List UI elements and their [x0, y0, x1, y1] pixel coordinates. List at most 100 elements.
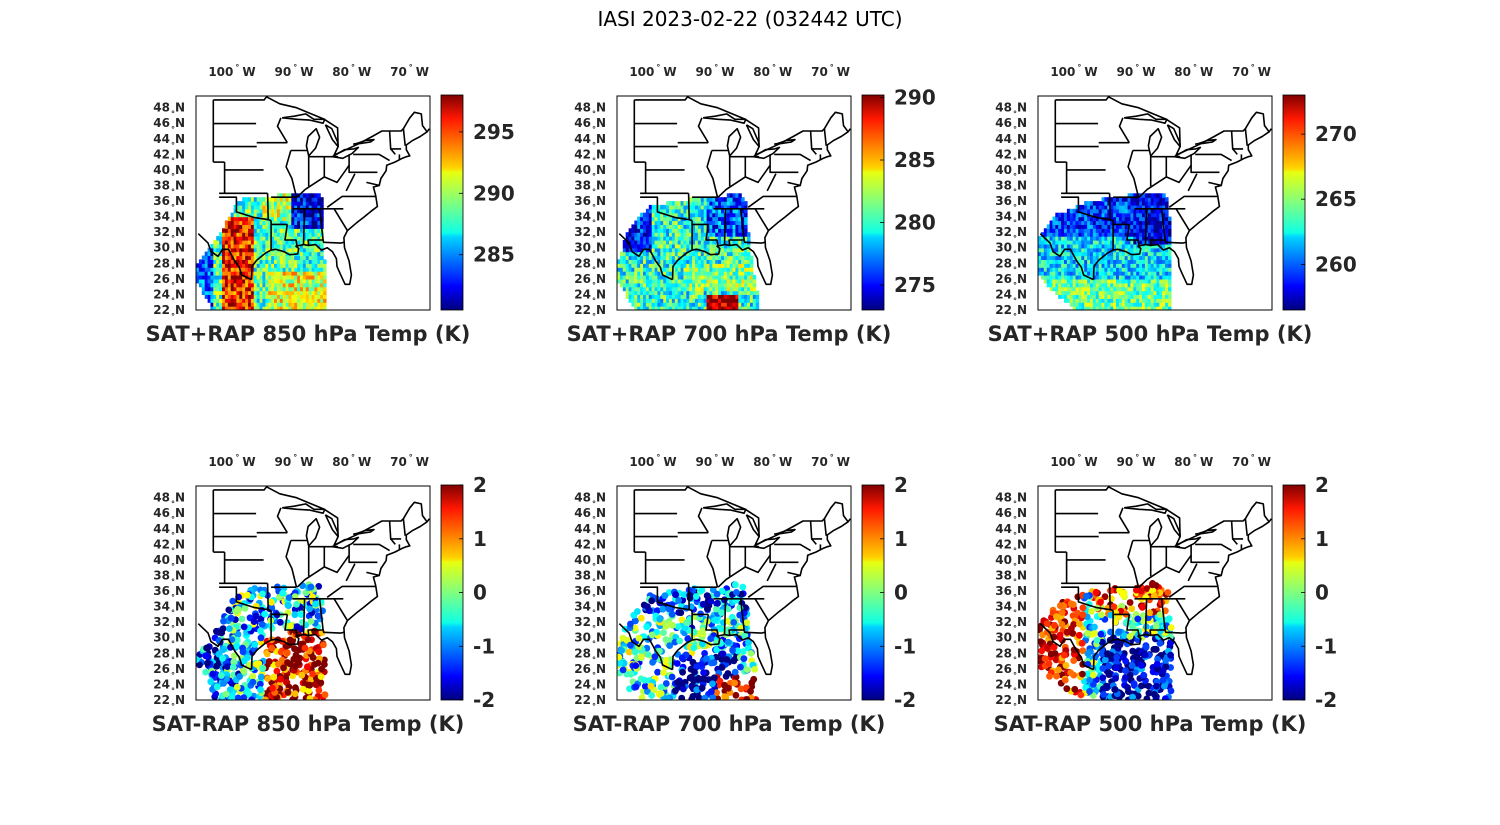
swath-cell	[305, 294, 310, 299]
swath-cell	[706, 298, 711, 303]
swath-cell	[1069, 294, 1074, 299]
swath-cell	[1092, 278, 1097, 284]
swath-cell	[274, 224, 278, 229]
swath-cell	[686, 208, 690, 214]
swath-cell	[1116, 298, 1120, 303]
swath-cell	[677, 290, 682, 295]
state-border	[1190, 154, 1220, 174]
swath-cell	[204, 263, 209, 268]
swath-cell	[317, 306, 321, 310]
swath-cell	[732, 212, 737, 218]
obs-dot	[233, 683, 241, 691]
swath-cell	[1156, 278, 1160, 284]
swath-cell	[689, 278, 693, 284]
lon-label: 90	[274, 65, 291, 79]
swath-cell	[677, 243, 682, 249]
swath-cell	[1142, 255, 1146, 260]
swath-cell	[1162, 267, 1166, 272]
swath-cell	[1133, 201, 1137, 206]
swath-cell	[300, 275, 304, 280]
swath-cell	[1133, 298, 1137, 303]
lat-label: 34	[995, 210, 1012, 224]
swath-cell	[721, 216, 725, 222]
lat-label: 48	[153, 101, 170, 115]
swath-cell	[695, 208, 699, 214]
swath-cell	[262, 275, 266, 280]
obs-dot	[304, 663, 311, 671]
swath-cell	[1136, 275, 1140, 280]
swath-cell	[274, 240, 278, 245]
swath-cell	[204, 282, 209, 288]
coastline	[671, 128, 851, 286]
swath-cell	[305, 236, 310, 241]
swath-cell	[1147, 286, 1152, 292]
swath-cell	[1104, 236, 1108, 241]
swath-cell	[683, 236, 687, 241]
colorbar	[440, 94, 464, 311]
great-lake	[1166, 124, 1181, 148]
swath-cell	[230, 259, 235, 264]
swath-cell	[1090, 232, 1094, 237]
swath-cell	[1153, 259, 1158, 264]
swath-cell	[314, 197, 318, 202]
swath-cell	[297, 259, 301, 264]
lat-degree: °	[171, 203, 175, 212]
swath-cell	[291, 232, 295, 237]
swath-cell	[663, 236, 667, 241]
swath-cell	[651, 224, 656, 229]
swath-cell	[253, 224, 258, 229]
swath-cell	[634, 263, 638, 268]
swath-cell	[1142, 197, 1146, 202]
swath-cell	[302, 259, 307, 264]
swath-cell	[1046, 236, 1051, 241]
swath-cell	[1087, 251, 1091, 257]
lat-suffix: N	[175, 615, 185, 629]
swath-cell	[1064, 263, 1068, 268]
swath-cell	[222, 282, 226, 288]
swath-cell	[648, 255, 653, 260]
swath-cell	[723, 298, 728, 303]
swath-cell	[1101, 278, 1106, 284]
swath-cell	[1087, 247, 1091, 253]
obs-dot	[220, 680, 228, 687]
swath-cell	[669, 275, 673, 280]
swath-cell	[276, 263, 281, 268]
swath-cell	[308, 306, 313, 310]
swath-cell	[721, 298, 725, 303]
swath-cell	[683, 243, 687, 249]
swath-cell	[1087, 232, 1091, 237]
swath-cell	[297, 286, 301, 292]
swath-cell	[1156, 263, 1160, 268]
lat-degree: °	[1013, 172, 1017, 181]
swath-cell	[282, 247, 287, 253]
swath-cell	[1130, 247, 1134, 253]
swath-cell	[227, 286, 232, 292]
swath-cell	[637, 232, 641, 237]
swath-cell	[692, 243, 696, 249]
swath-cell	[669, 212, 673, 218]
swath-cell	[210, 290, 214, 295]
swath-cell	[706, 243, 711, 249]
swath-cell	[1110, 278, 1114, 284]
swath-cell	[262, 240, 266, 245]
state-border	[307, 598, 324, 636]
obs-dot	[263, 650, 271, 658]
swath-cell	[265, 255, 269, 260]
swath-cell	[735, 298, 739, 303]
swath-cell	[749, 306, 754, 310]
swath-cell	[239, 302, 243, 307]
swath-cell	[706, 294, 711, 299]
swath-cell	[723, 275, 728, 280]
swath-cell	[308, 212, 313, 218]
obs-dot	[299, 619, 306, 626]
swath-cell	[1130, 212, 1134, 218]
swath-cell	[314, 201, 318, 206]
swath-cell	[300, 212, 304, 218]
swath-cell	[1069, 240, 1074, 245]
swath-cell	[1121, 232, 1126, 237]
swath-cell	[250, 232, 255, 237]
swath-cell	[1040, 267, 1045, 272]
lat-suffix: N	[1017, 116, 1027, 130]
swath-cell	[1139, 208, 1143, 214]
swath-cell	[732, 259, 737, 264]
